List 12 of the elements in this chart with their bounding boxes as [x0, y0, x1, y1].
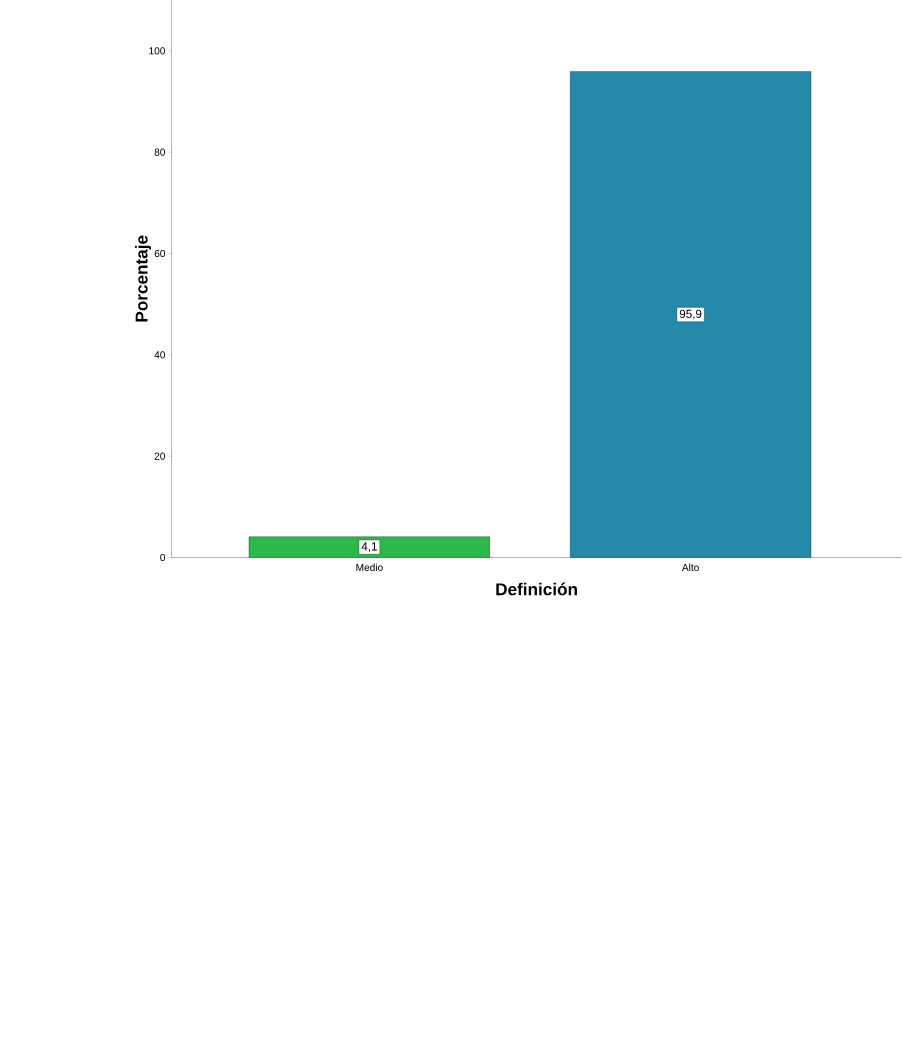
data-label: 4,1 — [361, 542, 378, 552]
y-tick-label: 20 — [154, 452, 166, 460]
y-tick-label: 80 — [154, 148, 166, 156]
y-axis-title: Porcentaje — [135, 235, 152, 322]
y-tick-label: 60 — [154, 249, 166, 258]
y-tick-label: 100 — [149, 47, 166, 55]
y-tick-label: 0 — [160, 553, 166, 562]
y-tick-label: 40 — [154, 351, 166, 359]
x-axis-title: Definición — [496, 582, 578, 596]
x-tick-label: Medio — [356, 563, 383, 572]
x-tick-label: Alto — [682, 563, 700, 572]
data-label: 95,9 — [679, 309, 702, 320]
